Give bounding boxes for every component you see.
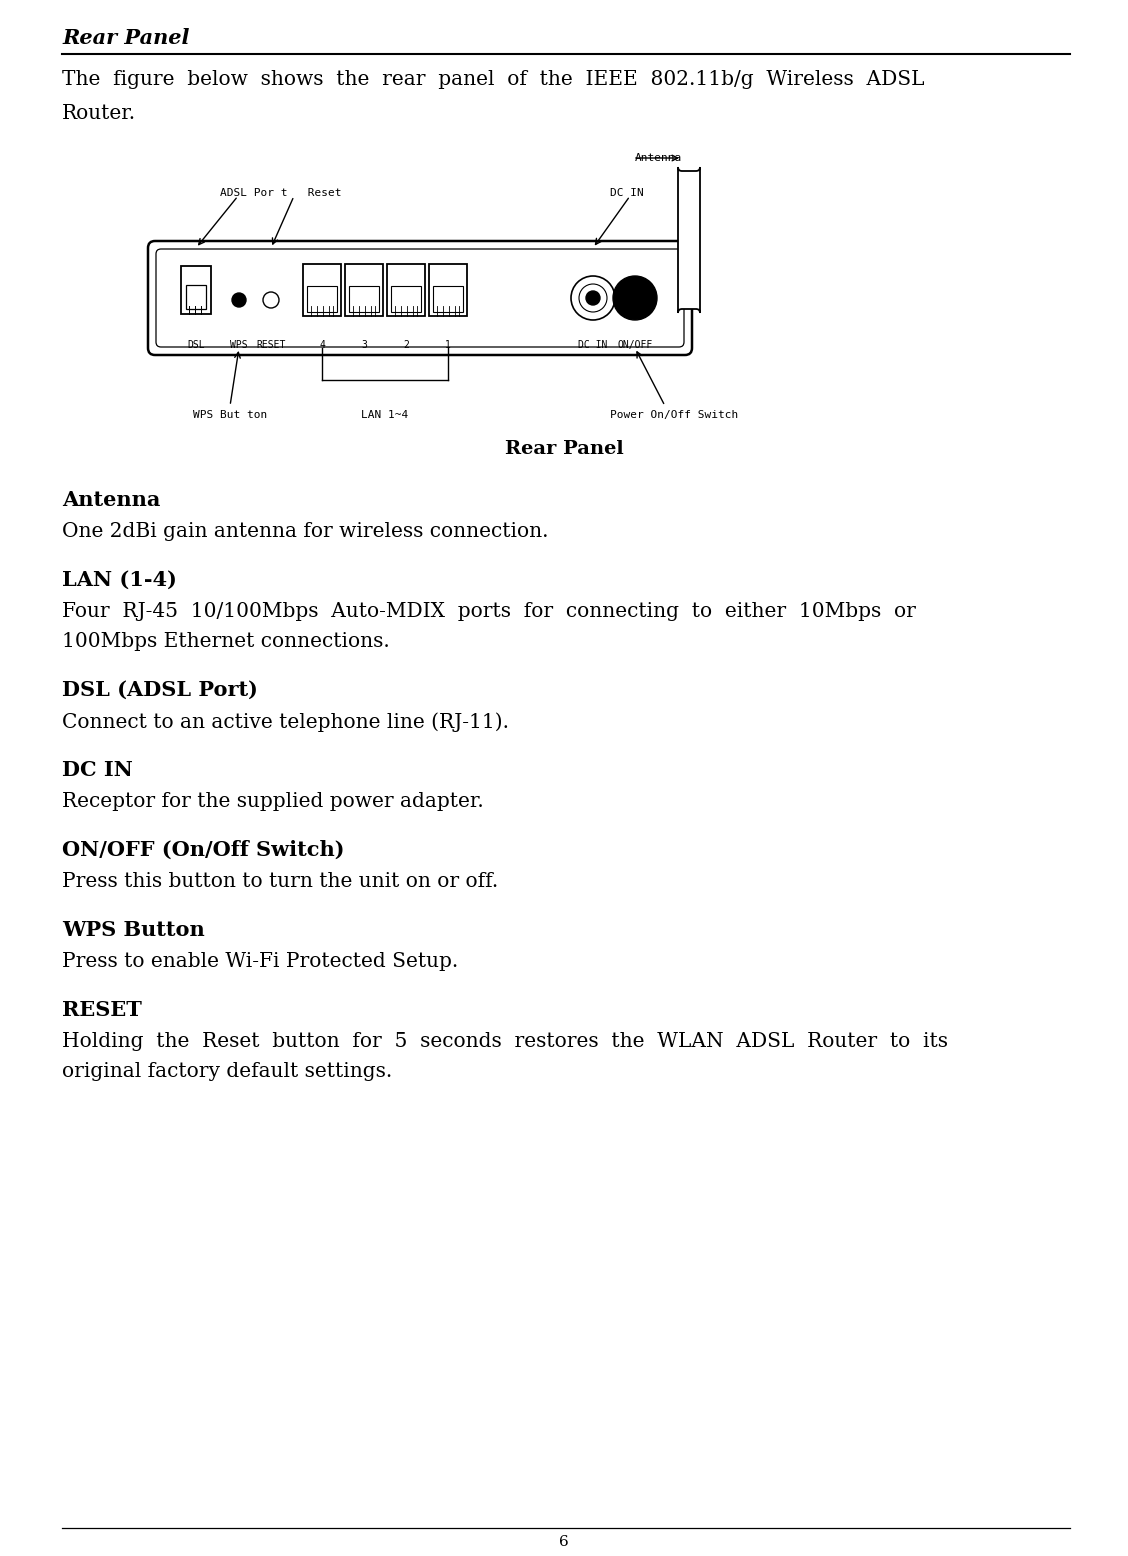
- FancyBboxPatch shape: [678, 166, 700, 313]
- Bar: [429, 265, 467, 316]
- Text: WPS: WPS: [230, 341, 248, 350]
- Bar: [186, 285, 206, 310]
- Text: Four  RJ-45  10/100Mbps  Auto-MDIX  ports  for  connecting  to  either  10Mbps  : Four RJ-45 10/100Mbps Auto-MDIX ports fo…: [62, 602, 916, 621]
- Text: 3: 3: [361, 341, 367, 350]
- Text: DC IN: DC IN: [610, 188, 644, 198]
- Bar: [433, 286, 462, 313]
- Text: 6: 6: [559, 1536, 569, 1550]
- Text: Holding  the  Reset  button  for  5  seconds  restores  the  WLAN  ADSL  Router : Holding the Reset button for 5 seconds r…: [62, 1032, 948, 1050]
- Text: DSL: DSL: [187, 341, 205, 350]
- Text: 2: 2: [403, 341, 409, 350]
- Text: DC IN: DC IN: [62, 759, 133, 780]
- Text: Antenna: Antenna: [62, 490, 160, 510]
- Text: 100Mbps Ethernet connections.: 100Mbps Ethernet connections.: [62, 632, 390, 650]
- Circle shape: [587, 291, 600, 305]
- Bar: [345, 265, 384, 316]
- Text: ON/OFF (On/Off Switch): ON/OFF (On/Off Switch): [62, 840, 344, 860]
- Text: original factory default settings.: original factory default settings.: [62, 1063, 393, 1081]
- Text: LAN 1~4: LAN 1~4: [361, 409, 408, 420]
- Bar: [387, 265, 425, 316]
- Text: Rear Panel: Rear Panel: [62, 28, 190, 48]
- Text: Connect to an active telephone line (RJ-11).: Connect to an active telephone line (RJ-…: [62, 713, 509, 731]
- Text: Rear Panel: Rear Panel: [504, 440, 624, 457]
- Bar: [391, 286, 421, 313]
- Text: ON/OFF: ON/OFF: [617, 341, 653, 350]
- Text: ADSL Por t   Reset: ADSL Por t Reset: [220, 188, 342, 198]
- Text: RESET: RESET: [256, 341, 285, 350]
- Text: Router.: Router.: [62, 104, 136, 123]
- Circle shape: [232, 293, 246, 307]
- Text: WPS Button: WPS Button: [62, 920, 205, 940]
- Text: DSL (ADSL Port): DSL (ADSL Port): [62, 680, 258, 700]
- Text: RESET: RESET: [62, 1001, 142, 1021]
- Circle shape: [263, 293, 279, 308]
- Circle shape: [613, 275, 656, 321]
- Text: Power On/Off Switch: Power On/Off Switch: [610, 409, 738, 420]
- Text: WPS But ton: WPS But ton: [193, 409, 267, 420]
- Bar: [349, 286, 379, 313]
- Text: Receptor for the supplied power adapter.: Receptor for the supplied power adapter.: [62, 792, 484, 811]
- FancyBboxPatch shape: [148, 241, 691, 355]
- Text: Press to enable Wi-Fi Protected Setup.: Press to enable Wi-Fi Protected Setup.: [62, 952, 458, 971]
- Text: The  figure  below  shows  the  rear  panel  of  the  IEEE  802.11b/g  Wireless : The figure below shows the rear panel of…: [62, 70, 925, 89]
- Text: 1: 1: [446, 341, 451, 350]
- Text: Antenna: Antenna: [635, 152, 682, 163]
- Text: LAN (1-4): LAN (1-4): [62, 569, 177, 590]
- Circle shape: [571, 275, 615, 321]
- Text: DC IN: DC IN: [579, 341, 608, 350]
- Text: One 2dBi gain antenna for wireless connection.: One 2dBi gain antenna for wireless conne…: [62, 521, 548, 541]
- Text: Press this button to turn the unit on or off.: Press this button to turn the unit on or…: [62, 871, 499, 892]
- Text: 4: 4: [319, 341, 325, 350]
- Bar: [180, 266, 211, 314]
- Bar: [307, 286, 337, 313]
- Bar: [303, 265, 341, 316]
